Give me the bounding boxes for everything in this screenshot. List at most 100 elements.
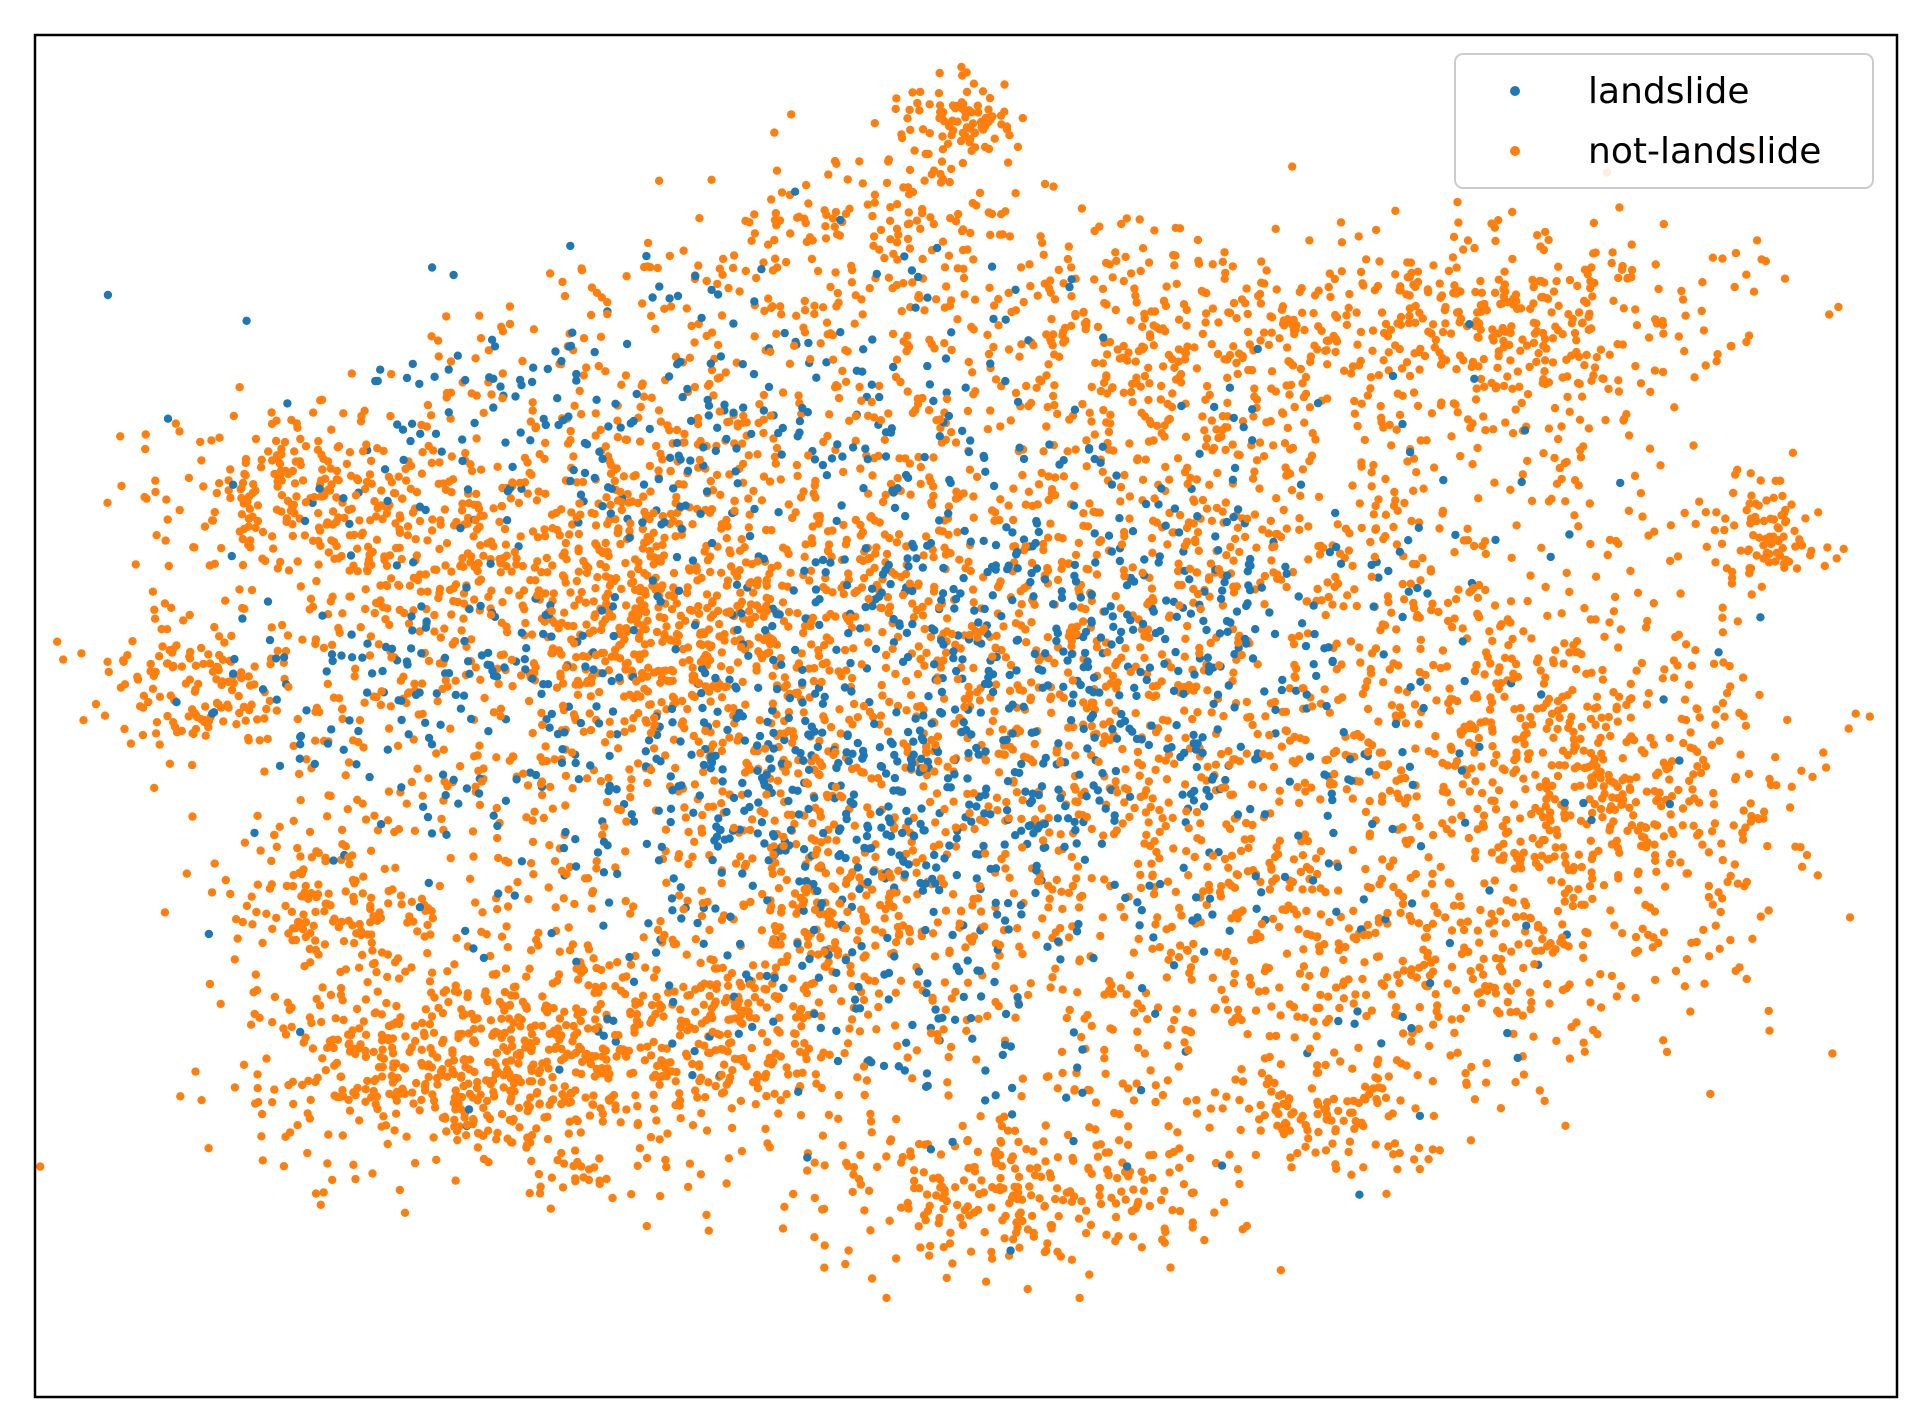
point-not-landslide — [410, 826, 420, 835]
point-not-landslide — [1140, 653, 1149, 662]
point-not-landslide — [1145, 379, 1154, 388]
point-not-landslide — [621, 371, 631, 380]
point-not-landslide — [1480, 670, 1489, 679]
point-not-landslide — [1482, 1059, 1491, 1068]
point-not-landslide — [705, 991, 714, 1001]
point-not-landslide — [1485, 705, 1495, 714]
point-not-landslide — [890, 1021, 900, 1030]
point-not-landslide — [1105, 735, 1115, 745]
point-not-landslide — [1047, 314, 1056, 324]
point-not-landslide — [1535, 863, 1544, 872]
point-not-landslide — [1537, 851, 1547, 860]
point-not-landslide — [1130, 803, 1139, 813]
point-not-landslide — [253, 1070, 262, 1079]
point-not-landslide — [204, 1144, 213, 1153]
point-not-landslide — [1102, 1165, 1112, 1174]
point-not-landslide — [1475, 963, 1484, 972]
point-not-landslide — [837, 671, 846, 681]
point-not-landslide — [932, 1191, 941, 1200]
point-not-landslide — [750, 993, 760, 1002]
point-not-landslide — [1271, 387, 1281, 396]
point-not-landslide — [1541, 227, 1550, 237]
point-not-landslide — [1733, 879, 1743, 888]
point-not-landslide — [319, 454, 328, 463]
point-not-landslide — [184, 473, 194, 483]
point-not-landslide — [634, 558, 643, 567]
point-not-landslide — [1493, 1006, 1502, 1016]
point-not-landslide — [1121, 644, 1130, 653]
point-not-landslide — [1502, 815, 1511, 825]
point-not-landslide — [1490, 916, 1499, 925]
point-not-landslide — [204, 650, 213, 659]
point-not-landslide — [771, 992, 780, 1001]
point-not-landslide — [1058, 1196, 1068, 1205]
point-not-landslide — [1233, 870, 1243, 880]
point-not-landslide — [1218, 1104, 1227, 1113]
point-not-landslide — [1202, 381, 1212, 391]
point-not-landslide — [1339, 977, 1349, 986]
point-not-landslide — [849, 1163, 859, 1172]
point-not-landslide — [1508, 634, 1517, 644]
point-not-landslide — [1645, 444, 1655, 453]
point-not-landslide — [224, 486, 233, 495]
point-not-landslide — [288, 466, 297, 476]
point-not-landslide — [1087, 417, 1096, 426]
point-not-landslide — [1048, 973, 1057, 982]
point-not-landslide — [1592, 692, 1602, 701]
point-not-landslide — [750, 332, 759, 341]
point-not-landslide — [1211, 760, 1221, 769]
point-not-landslide — [393, 741, 403, 750]
point-not-landslide — [345, 859, 354, 869]
point-not-landslide — [921, 532, 931, 541]
point-not-landslide — [476, 1024, 486, 1033]
point-not-landslide — [1225, 1150, 1234, 1159]
point-not-landslide — [1227, 851, 1237, 860]
point-not-landslide — [1509, 883, 1518, 892]
point-not-landslide — [964, 1164, 973, 1173]
point-not-landslide — [1035, 375, 1044, 384]
point-not-landslide — [1633, 869, 1643, 879]
point-not-landslide — [1718, 698, 1728, 708]
point-not-landslide — [823, 330, 832, 339]
point-not-landslide — [1332, 313, 1342, 322]
point-not-landslide — [1374, 952, 1384, 961]
point-not-landslide — [1163, 1041, 1172, 1050]
point-not-landslide — [1253, 729, 1262, 739]
point-not-landslide — [1079, 509, 1088, 518]
point-not-landslide — [1183, 621, 1192, 631]
point-not-landslide — [816, 1053, 826, 1062]
point-not-landslide — [555, 1035, 564, 1044]
point-not-landslide — [1366, 537, 1375, 547]
point-not-landslide — [915, 106, 924, 115]
point-not-landslide — [1409, 486, 1418, 495]
point-not-landslide — [1692, 937, 1701, 947]
point-not-landslide — [855, 382, 864, 392]
point-not-landslide — [328, 507, 338, 516]
point-not-landslide — [784, 500, 793, 509]
point-not-landslide — [1112, 684, 1121, 693]
point-not-landslide — [662, 1162, 671, 1172]
point-not-landslide — [761, 960, 770, 969]
point-not-landslide — [893, 701, 903, 711]
point-not-landslide — [598, 830, 607, 840]
point-not-landslide — [1449, 901, 1459, 910]
point-not-landslide — [554, 970, 564, 979]
point-not-landslide — [1223, 423, 1232, 432]
point-not-landslide — [1119, 276, 1129, 286]
point-not-landslide — [555, 947, 564, 956]
point-not-landslide — [1337, 267, 1347, 276]
point-not-landslide — [738, 439, 747, 448]
point-not-landslide — [818, 303, 828, 312]
point-not-landslide — [327, 425, 336, 434]
point-not-landslide — [869, 453, 879, 463]
point-not-landslide — [991, 1184, 1001, 1194]
point-not-landslide — [1092, 1141, 1101, 1150]
point-not-landslide — [1606, 906, 1615, 915]
point-not-landslide — [370, 497, 379, 506]
point-not-landslide — [1154, 724, 1163, 733]
point-not-landslide — [1309, 1017, 1318, 1026]
point-not-landslide — [1018, 470, 1027, 480]
point-not-landslide — [1418, 314, 1428, 323]
point-not-landslide — [1416, 436, 1425, 445]
point-not-landslide — [1695, 828, 1704, 838]
